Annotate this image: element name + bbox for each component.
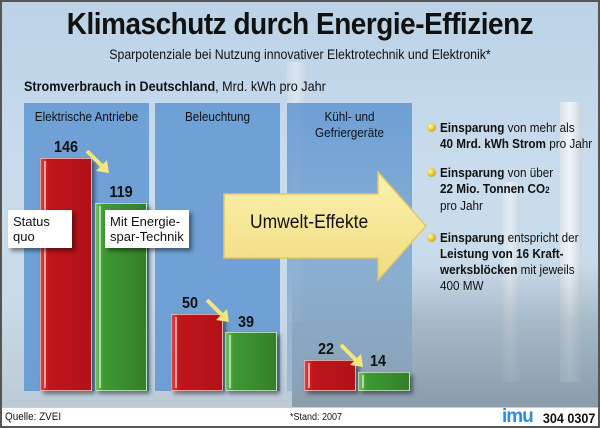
imu-logo: imu [502, 406, 534, 427]
bullet-bold: Einsparung [440, 165, 505, 180]
bullet-text: mit jeweils [517, 262, 575, 277]
bullet-subscript: 2 [545, 185, 550, 195]
legend-text: quo [13, 229, 35, 244]
bar-status-quo [40, 158, 92, 391]
graphic-code: 304 0307 [542, 410, 595, 426]
value-label: 39 [237, 314, 255, 331]
effect-bullet-co2: Einsparung von über 22 Mio. Tonnen CO2 p… [427, 165, 598, 214]
panel-label-line1: Kühl- und [324, 109, 375, 124]
value-label: 22 [317, 341, 335, 358]
environmental-effects-arrow-icon [223, 170, 428, 282]
effect-bullet-power-plants: Einsparung entspricht der Leistung von 1… [427, 230, 598, 294]
panel-label: Elektrische Antriebe [34, 109, 139, 124]
value-label: 50 [181, 295, 199, 312]
bullet-text: von mehr als [504, 120, 575, 135]
page-subtitle: Sparpotenziale bei Nutzung innovativer E… [109, 46, 491, 62]
bar-status-quo [171, 314, 223, 391]
bullet-text: pro Jahr [440, 198, 483, 213]
bar-energy-saving [358, 372, 410, 391]
footer: Quelle: ZVEI *Stand: 2007 imu 304 0307 [2, 407, 598, 426]
bullet-bold: Leistung von 16 Kraft- [440, 246, 564, 261]
panel-label: Beleuchtung [184, 109, 251, 124]
panel-label-line2: Gefriergeräte [315, 125, 384, 140]
footnote: *Stand: 2007 [290, 412, 343, 423]
bullet-bold: 22 Mio. Tonnen CO [440, 181, 546, 196]
legend-status-quo: Status quo [8, 210, 72, 248]
bullet-dot-icon [427, 233, 436, 242]
bar-status-quo [304, 360, 356, 391]
source-label: Quelle: ZVEI [5, 411, 62, 423]
legend-text: Mit Energie- [110, 214, 181, 229]
page-title: Klimaschutz durch Energie-Effizienz [66, 6, 534, 41]
chart-heading-unit: , Mrd. kWh pro Jahr [215, 78, 326, 94]
decrease-arrow-icon [205, 298, 229, 322]
environmental-effects-label: Umwelt-Effekte [250, 212, 369, 233]
effect-bullet-electricity: Einsparung von mehr als 40 Mrd. kWh Stro… [427, 120, 598, 152]
value-label: 146 [53, 139, 79, 156]
bullet-bold: Einsparung [440, 120, 505, 135]
decrease-arrow-icon [339, 343, 363, 367]
legend-energy-saving: Mit Energie- spar-Technik [105, 210, 189, 248]
bullet-dot-icon [427, 168, 436, 177]
legend-text: spar-Technik [110, 229, 184, 244]
value-label: 14 [369, 353, 387, 370]
chart-heading-bold: Stromverbrauch in Deutschland [24, 78, 216, 94]
bullet-bold: Einsparung [440, 230, 505, 245]
bullet-bold: werksblöcken [440, 262, 518, 277]
panel-label: Kühl- und Gefriergeräte [293, 109, 406, 141]
bullet-text: 400 MW [440, 278, 484, 293]
value-label: 119 [109, 184, 133, 201]
chart-heading: Stromverbrauch in Deutschland, Mrd. kWh … [24, 78, 326, 94]
bullet-text: von über [504, 165, 554, 180]
bullet-text: pro Jahr [545, 136, 593, 151]
bullet-dot-icon [427, 123, 436, 132]
bar-energy-saving [225, 332, 277, 391]
bullet-bold: 40 Mrd. kWh Strom [440, 136, 546, 151]
decrease-arrow-icon [85, 149, 109, 173]
bullet-text: entspricht der [504, 230, 579, 245]
legend-text: Status [13, 214, 50, 229]
